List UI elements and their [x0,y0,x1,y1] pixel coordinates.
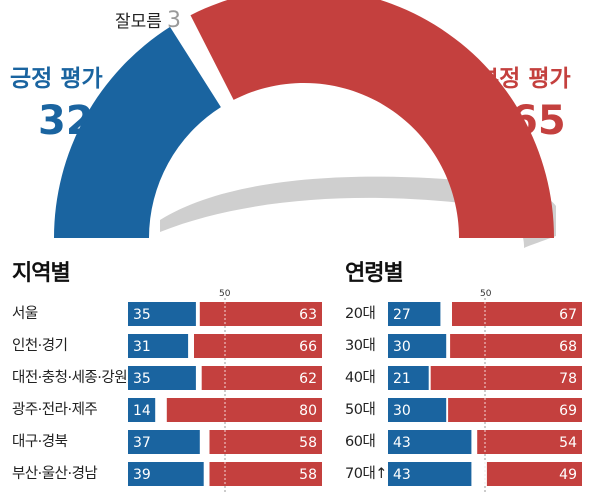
negative-value: 65 [510,98,566,144]
age-bar-negative [486,462,582,486]
region-tick-50: 50 [219,289,231,299]
negative-arc [190,0,554,238]
age-tick-50: 50 [480,289,492,299]
positive-arc [53,26,221,239]
age-category-label: 60대 [345,434,376,450]
age-bar-positive [388,398,447,422]
region-bar-negative [209,430,322,454]
positive-value: 32 [38,98,94,144]
dontknow-label: 잘모름 [115,12,162,32]
age-value-negative: 68 [559,339,577,355]
region-value-positive: 14 [133,403,151,419]
region-value-negative: 66 [299,339,317,355]
region-value-positive: 35 [133,371,151,387]
age-bar-negative [452,302,582,326]
region-value-negative: 62 [299,371,317,387]
region-value-negative: 58 [299,467,317,483]
negative-label: 부정 평가 [478,66,571,92]
region-category-label: 서울 [12,306,38,322]
age-value-negative: 69 [559,403,577,419]
age-category-label: 40대 [345,370,376,386]
region-bar-negative [209,462,322,486]
region-value-positive: 37 [133,435,151,451]
dontknow-value: 3 [167,8,182,33]
region-bar-negative [201,366,322,390]
region-bars: 35 63 31 66 35 62 14 80 37 58 39 58 [128,298,322,492]
age-bar-negative [430,366,582,390]
region-value-negative: 58 [299,435,317,451]
region-value-negative: 80 [299,403,317,419]
region-bar-negative [166,398,322,422]
region-category-label: 인천·경기 [12,338,68,354]
region-bar-positive [128,302,196,326]
age-value-negative: 54 [559,435,577,451]
age-bar-negative [477,430,582,454]
region-bar-positive [128,398,156,422]
region-value-positive: 35 [133,307,151,323]
age-title: 연령별 [345,261,404,286]
age-bar-positive [388,334,447,358]
region-category-label: 부산·울산·경남 [12,466,98,482]
age-value-positive: 21 [393,371,411,387]
age-bar-positive [388,462,472,486]
region-title: 지역별 [12,261,71,286]
region-bar-positive [128,366,196,390]
age-bars: 27 67 30 68 21 78 30 69 43 54 43 49 [388,298,582,492]
age-category-label: 20대 [345,306,376,322]
age-value-negative: 78 [559,371,577,387]
region-value-negative: 63 [299,307,317,323]
region-value-positive: 39 [133,467,151,483]
region-value-positive: 31 [133,339,151,355]
age-bar-positive [388,302,441,326]
age-bar-positive [388,366,429,390]
age-bar-negative [448,398,582,422]
age-value-negative: 67 [559,307,577,323]
region-bar-negative [199,302,322,326]
region-category-label: 대전·충청·세종·강원 [12,370,128,386]
age-value-positive: 30 [393,339,411,355]
age-value-negative: 49 [559,467,577,483]
age-value-positive: 27 [393,307,411,323]
age-bar-negative [450,334,582,358]
age-value-positive: 43 [393,467,411,483]
age-category-label: 70대↑ [345,466,387,482]
age-value-positive: 30 [393,403,411,419]
age-category-label: 50대 [345,402,376,418]
region-bar-positive [128,430,200,454]
age-category-label: 30대 [345,338,376,354]
positive-label: 긍정 평가 [10,66,103,92]
region-bar-positive [128,462,204,486]
region-bar-positive [128,334,189,358]
region-category-label: 대구·경북 [12,434,68,450]
age-bar-positive [388,430,472,454]
dontknow-group: 잘모름 3 [115,10,181,32]
region-bar-negative [194,334,322,358]
region-category-label: 광주·전라·제주 [12,402,98,418]
age-value-positive: 43 [393,435,411,451]
